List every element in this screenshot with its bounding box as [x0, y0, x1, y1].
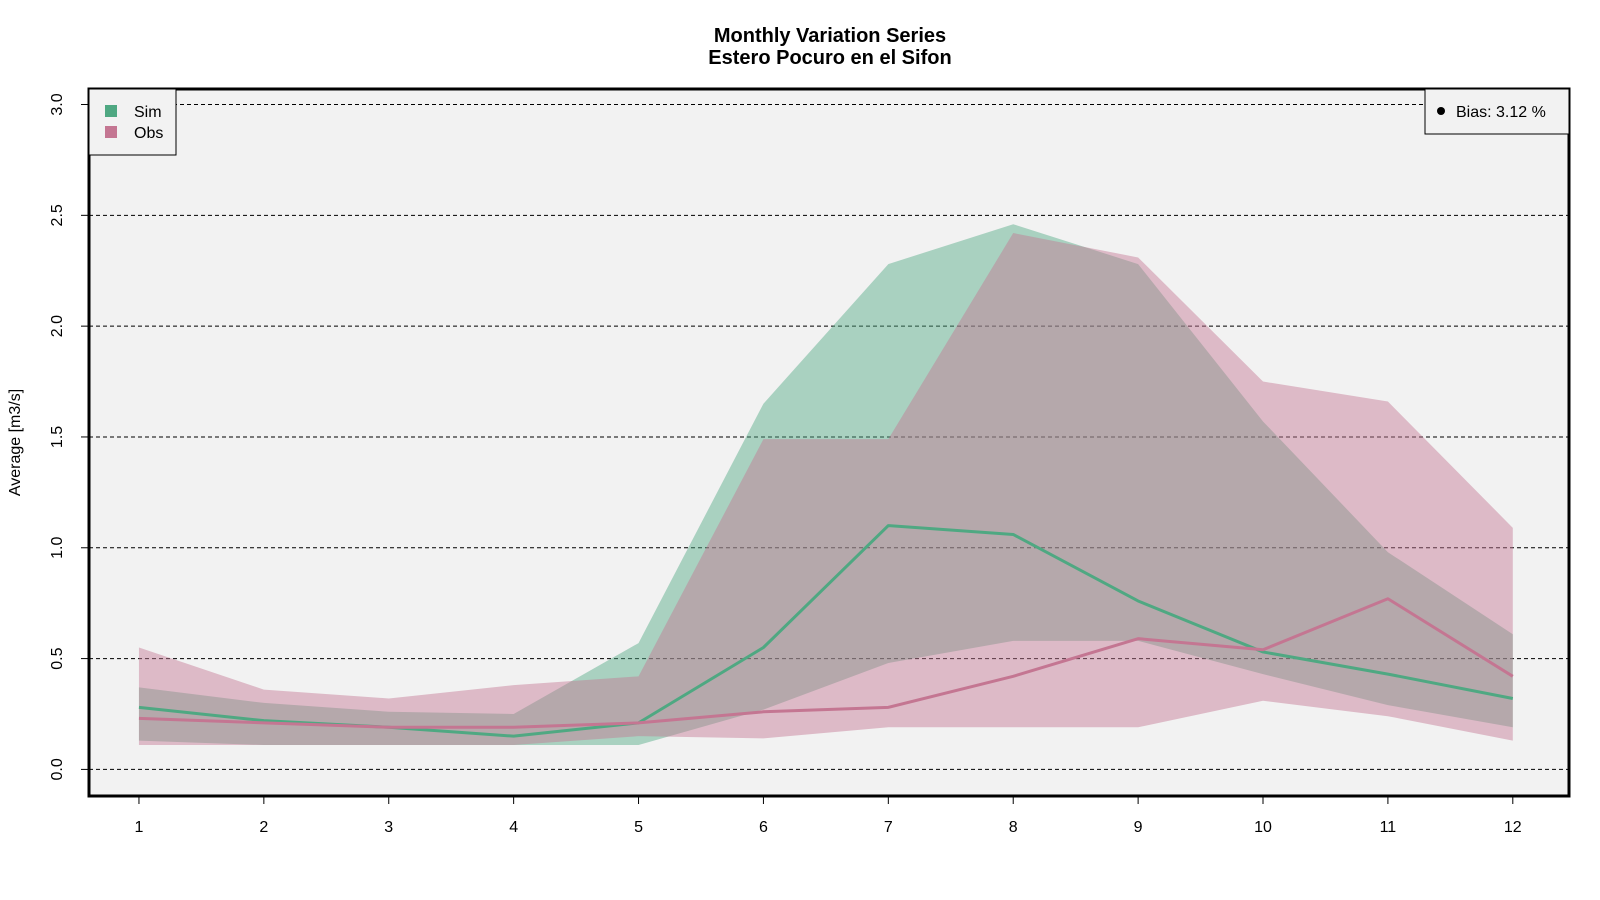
series-lines [138, 524, 1514, 738]
band-obs [138, 233, 1513, 746]
bias-annotation-marker [1437, 107, 1445, 115]
x-tick-label-4: 5 [634, 819, 643, 836]
plot-frame [87, 87, 1571, 798]
y-tick-label-3: 1.5 [49, 426, 66, 448]
legend-swatch-obs [105, 126, 117, 138]
legend: Sim Obs [88, 88, 177, 156]
legend-label-obs: Obs [134, 125, 163, 142]
chart-title: Monthly Variation Series [714, 25, 946, 47]
x-tick-label-7: 8 [1009, 819, 1018, 836]
x-tick-label-9: 10 [1254, 819, 1272, 836]
x-tick-label-1: 2 [259, 819, 268, 836]
legend-label-sim: Sim [134, 104, 162, 121]
x-tick-label-2: 3 [384, 819, 393, 836]
x-tick-label-3: 4 [509, 819, 518, 836]
y-tick-label-6: 3.0 [49, 93, 66, 115]
bias-annotation-text: Bias: 3.12 % [1456, 104, 1546, 121]
x-tick-label-11: 12 [1504, 819, 1522, 836]
grid-lines [89, 104, 1569, 770]
x-axis: 1 2 3 4 5 6 7 8 9 10 11 12 [135, 796, 1522, 836]
x-tick-label-6: 7 [884, 819, 893, 836]
x-tick-label-8: 9 [1134, 819, 1143, 836]
y-tick-label-2: 1.0 [49, 537, 66, 559]
bias-annotation-box [1424, 88, 1570, 135]
y-tick-label-5: 2.5 [49, 204, 66, 226]
legend-swatch-sim [105, 105, 117, 117]
line-obs [138, 597, 1514, 729]
y-axis-label: Average [m3/s] [7, 389, 24, 496]
x-tick-label-0: 1 [135, 819, 144, 836]
y-tick-label-1: 0.5 [49, 647, 66, 669]
y-tick-label-4: 2.0 [49, 315, 66, 337]
legend-box [88, 88, 177, 156]
x-tick-label-10: 11 [1380, 819, 1397, 836]
x-tick-label-5: 6 [759, 819, 768, 836]
plot-background [89, 89, 1569, 796]
y-tick-label-0: 0.0 [49, 758, 66, 780]
bias-annotation: Bias: 3.12 % [1424, 88, 1570, 135]
y-axis: 0.0 0.5 1.0 1.5 2.0 2.5 3.0 [49, 93, 89, 781]
chart-subtitle: Estero Pocuro en el Sifon [708, 47, 951, 69]
